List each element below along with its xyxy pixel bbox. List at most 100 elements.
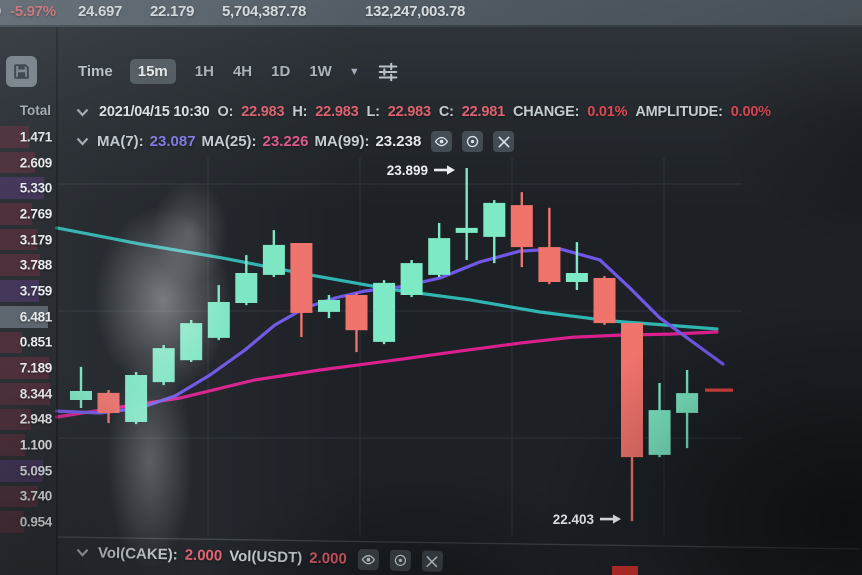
interval-tab-1H[interactable]: 1H bbox=[194, 63, 214, 80]
orderbook-value: 1.100 bbox=[19, 437, 53, 453]
interval-tab-4H[interactable]: 4H bbox=[232, 63, 253, 80]
orderbook-row[interactable]: 2.948 bbox=[0, 407, 56, 433]
candle bbox=[290, 243, 313, 337]
candle bbox=[70, 366, 92, 408]
close-value: 22.981 bbox=[461, 104, 505, 120]
vol-remove-button[interactable] bbox=[421, 550, 444, 572]
orderbook-row[interactable]: 2.609 bbox=[0, 150, 56, 176]
disk-icon bbox=[14, 64, 29, 79]
orderbook-row[interactable]: 1.471 bbox=[0, 124, 56, 150]
candle bbox=[345, 293, 368, 353]
candle bbox=[565, 242, 588, 290]
interval-tab-15m[interactable]: 15m bbox=[129, 59, 176, 84]
low-label: L: bbox=[366, 104, 380, 120]
candle bbox=[676, 370, 699, 449]
amplitude-value: 0.00% bbox=[730, 104, 771, 120]
low-value: 22.983 bbox=[387, 104, 431, 120]
candle bbox=[428, 223, 451, 277]
ma-settings-button[interactable] bbox=[462, 131, 484, 152]
orderbook-value: 6.481 bbox=[19, 309, 53, 325]
ma7-label: MA(7): bbox=[97, 133, 144, 150]
orderbook-row[interactable]: 7.189 bbox=[0, 355, 56, 381]
orderbook-value: 3.740 bbox=[19, 488, 53, 504]
price-annotation: 23.899 bbox=[387, 163, 428, 178]
candle bbox=[262, 230, 285, 277]
orderbook-value: 3.788 bbox=[19, 257, 53, 273]
ma-visibility-button[interactable] bbox=[431, 131, 453, 152]
orderbook-value: 8.344 bbox=[19, 386, 53, 402]
candle bbox=[125, 372, 148, 425]
target-icon bbox=[467, 135, 479, 148]
orderbook-row[interactable]: 3.740 bbox=[0, 484, 56, 510]
orderbook-value: 1.471 bbox=[19, 129, 53, 145]
high-value: 22.983 bbox=[315, 104, 359, 120]
orderbook-header: Total bbox=[19, 103, 51, 118]
orderbook-row[interactable]: 0.954 bbox=[0, 509, 56, 535]
ma99-label: MA(99): bbox=[314, 133, 370, 150]
orderbook-value: 3.179 bbox=[19, 232, 53, 248]
candle bbox=[207, 285, 230, 340]
orderbook-row[interactable]: 1.100 bbox=[0, 432, 56, 458]
candle bbox=[180, 320, 203, 362]
vol-visibility-button[interactable] bbox=[357, 548, 380, 571]
collapse-chevron-icon[interactable] bbox=[76, 108, 89, 117]
ticker-fragment: 0 bbox=[0, 3, 1, 20]
volume-bar bbox=[612, 566, 638, 575]
close-label: C: bbox=[438, 104, 454, 120]
orderbook-row[interactable]: 3.759 bbox=[0, 278, 56, 304]
candle bbox=[593, 276, 616, 325]
candle bbox=[538, 207, 561, 285]
vol-usdt-value: 2.000 bbox=[309, 549, 347, 568]
orderbook-value: 0.954 bbox=[19, 514, 53, 530]
candle bbox=[455, 168, 478, 260]
save-view-button[interactable] bbox=[6, 56, 37, 87]
panel-divider bbox=[56, 27, 58, 575]
eye-icon bbox=[361, 554, 375, 565]
close-icon bbox=[498, 136, 510, 147]
ticker-volume-base: 5,704,387.78 bbox=[222, 3, 306, 20]
orderbook-value: 5.330 bbox=[19, 180, 53, 196]
orderbook-value: 0.851 bbox=[19, 334, 53, 350]
orderbook-row[interactable]: 3.179 bbox=[0, 227, 56, 253]
interval-tab-1D[interactable]: 1D bbox=[271, 63, 291, 80]
collapse-chevron-icon[interactable] bbox=[76, 137, 89, 146]
ma25-value: 23.226 bbox=[262, 133, 309, 150]
open-label: O: bbox=[217, 104, 234, 120]
more-intervals-caret-icon[interactable]: ▼ bbox=[348, 65, 360, 78]
candle bbox=[483, 200, 506, 264]
orderbook-row[interactable]: 6.481 bbox=[0, 304, 56, 330]
orderbook-value: 7.189 bbox=[19, 360, 53, 376]
close-icon bbox=[426, 555, 438, 567]
orderbook-value: 2.609 bbox=[19, 155, 53, 171]
candle bbox=[373, 280, 396, 345]
orderbook-value: 3.759 bbox=[19, 283, 53, 299]
ma-remove-button[interactable] bbox=[493, 131, 515, 152]
ticker-high: 24.697 bbox=[78, 3, 123, 20]
orderbook-row[interactable]: 3.788 bbox=[0, 252, 56, 278]
candle-datetime: 2021/04/15 10:30 bbox=[99, 104, 210, 120]
orderbook-row[interactable]: 5.095 bbox=[0, 458, 56, 484]
orderbook-value: 2.769 bbox=[19, 206, 53, 222]
orderbook-row[interactable]: 2.769 bbox=[0, 201, 56, 227]
ohlc-row: 2021/04/15 10:30 O: 22.983 H: 22.983 L: … bbox=[76, 104, 771, 120]
chart-settings-icon[interactable] bbox=[377, 61, 399, 83]
annotation-arrowhead-icon bbox=[613, 514, 621, 524]
ma-indicator-row: MA(7): 23.087 MA(25): 23.226 MA(99): 23.… bbox=[76, 131, 515, 152]
vol-settings-button[interactable] bbox=[389, 549, 412, 572]
target-icon bbox=[394, 554, 406, 567]
ticker-low: 22.179 bbox=[150, 3, 195, 20]
time-label: Time bbox=[78, 63, 113, 80]
orderbook-row[interactable]: 0.851 bbox=[0, 330, 56, 356]
ticker-volume-quote: 132,247,003.78 bbox=[365, 3, 466, 20]
orderbook-value: 2.948 bbox=[19, 411, 53, 427]
eye-icon bbox=[435, 136, 449, 147]
orderbook-row[interactable]: 5.330 bbox=[0, 175, 56, 201]
change-value: 0.01% bbox=[587, 104, 628, 120]
candle bbox=[400, 260, 423, 298]
interval-tab-1W[interactable]: 1W bbox=[309, 63, 332, 80]
chart-toolbar: Time 15m 1H 4H 1D 1W ▼ bbox=[78, 56, 399, 87]
collapse-chevron-icon[interactable] bbox=[76, 548, 89, 557]
open-value: 22.983 bbox=[241, 104, 285, 120]
orderbook-row[interactable]: 8.344 bbox=[0, 381, 56, 407]
